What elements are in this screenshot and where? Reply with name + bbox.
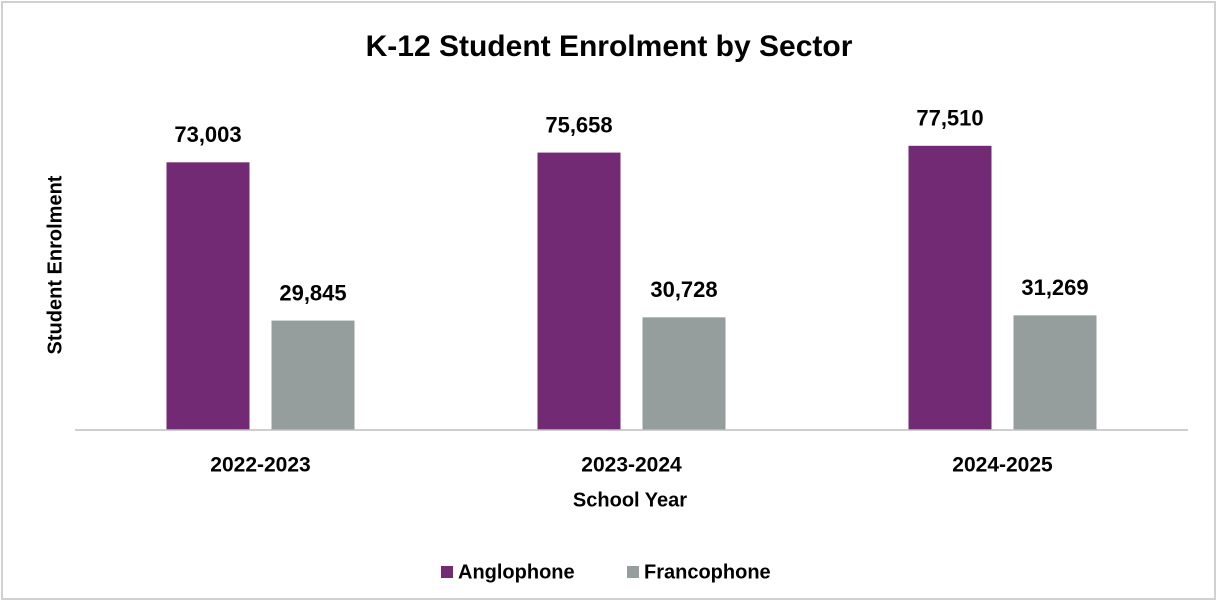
x-axis-label: School Year: [573, 489, 687, 511]
legend-label: Anglophone: [458, 561, 575, 583]
x-tick-label: 2023-2024: [581, 454, 682, 477]
data-label: 73,003: [174, 122, 241, 147]
bar: [908, 145, 992, 430]
legend-label: Francophone: [644, 561, 771, 583]
chart-title: K-12 Student Enrolment by Sector: [366, 30, 853, 63]
data-label: 29,845: [279, 280, 346, 305]
x-tick-label: 2024-2025: [952, 454, 1053, 477]
bar: [1013, 315, 1097, 430]
bar: [642, 317, 726, 430]
x-tick-label: 2022-2023: [210, 454, 310, 477]
data-label: 30,728: [650, 277, 717, 302]
bar: [271, 320, 355, 430]
bar: [537, 152, 621, 430]
data-label: 31,269: [1021, 275, 1088, 300]
y-axis-label: Student Enrolment: [44, 175, 66, 354]
legend-swatch: [441, 566, 453, 578]
bar: [166, 162, 250, 430]
data-label: 77,510: [916, 106, 983, 131]
data-label: 75,658: [545, 112, 612, 137]
legend-swatch: [627, 566, 639, 578]
